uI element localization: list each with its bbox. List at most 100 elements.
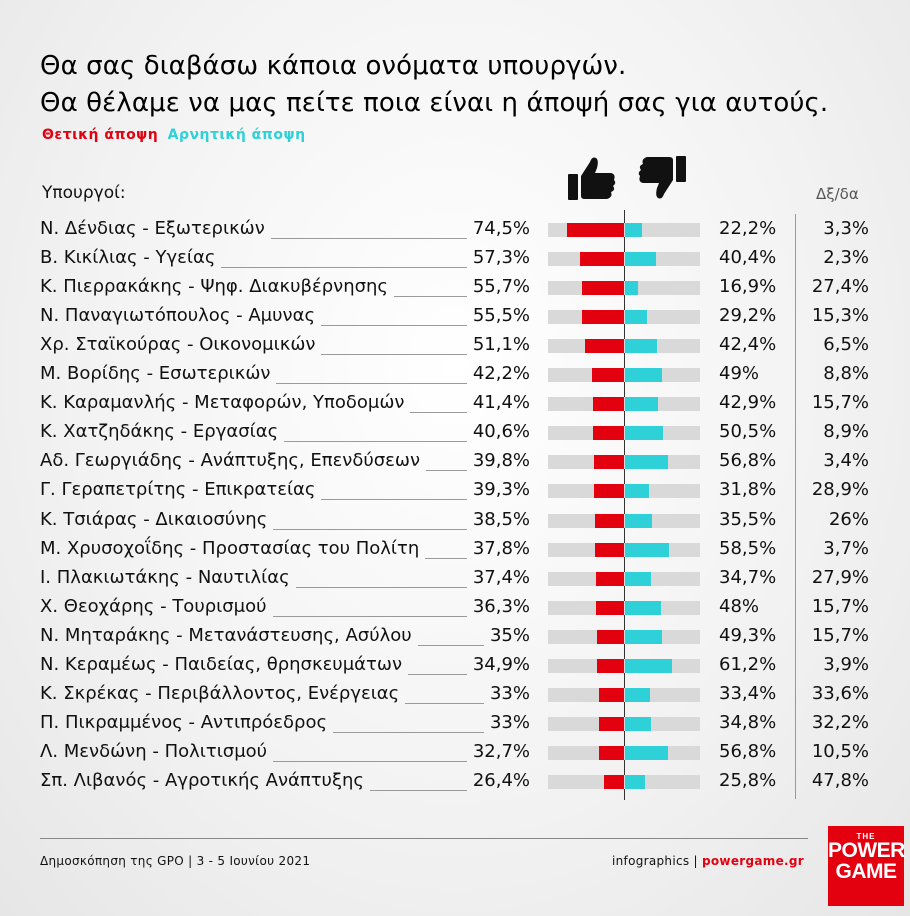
table-row: Λ. Μενδώνη - Πολιτισμού 32,7% 56,8% 10,5% — [0, 739, 910, 768]
negative-value-label: 56,8% — [719, 450, 777, 472]
negative-bar — [625, 774, 645, 789]
ministry-name: Ψηφ. Διακυβέρνησης — [200, 276, 389, 298]
ministry-name: Τουρισμού — [172, 595, 267, 617]
table-row: Β. Κικίλιας - Υγείας 57,3% 40,4% 2,3% — [0, 245, 910, 274]
name-separator: - — [184, 537, 203, 559]
negative-value-label: 34,7% — [719, 566, 777, 588]
bar-track — [548, 571, 700, 586]
negative-bar — [625, 426, 664, 441]
positive-value-label: 37,4% — [472, 566, 530, 588]
table-row: Ι. Πλακιωτάκης - Ναυτιλίας 37,4% 34,7% 27,9… — [0, 565, 910, 594]
positive-bar — [597, 629, 624, 644]
positive-bar — [603, 774, 624, 789]
name-separator: - — [137, 247, 156, 269]
dk-value-label: 27,9% — [811, 566, 869, 588]
negative-bar — [625, 542, 670, 557]
footer-credit: infographics | powergame.gr — [612, 854, 804, 868]
positive-bar — [581, 281, 624, 296]
leader-line — [425, 557, 467, 559]
minister-name: Σπ. Λιβανός — [40, 769, 148, 791]
positive-bar — [593, 455, 624, 470]
positive-value-label: 33% — [489, 711, 530, 733]
minister-name: Κ. Τσιάρας — [40, 508, 138, 530]
name-separator: - — [146, 740, 165, 762]
minister-label: Μ. Βορίδης - Εσωτερικών — [40, 363, 270, 384]
minister-name: Β. Κικίλιας — [40, 247, 138, 269]
bar-track — [548, 745, 700, 760]
minister-name: Ν. Κεραμέως — [40, 653, 157, 675]
leader-line — [320, 325, 467, 327]
table-row: Κ. Χατζηδάκης - Εργασίας 40,6% 50,5% 8,9% — [0, 419, 910, 448]
negative-value-label: 42,9% — [719, 392, 777, 414]
dk-value-label: 27,4% — [811, 276, 869, 298]
center-axis — [624, 210, 625, 800]
leader-line — [333, 731, 484, 733]
leader-line — [273, 528, 467, 530]
dk-value-label: 3,3% — [823, 218, 869, 239]
bar-track — [548, 774, 700, 789]
positive-value-label: 32,7% — [472, 740, 530, 762]
footer-site: powergame.gr — [702, 854, 804, 868]
ministry-name: Αγροτικής Ανάπτυξης — [165, 769, 364, 791]
ministry-name: Υγείας — [155, 247, 216, 269]
negative-value-label: 49,3% — [719, 624, 777, 646]
table-row: Γ. Γεραπετρίτης - Επικρατείας 39,3% 31,8% 2… — [0, 477, 910, 506]
minister-label: Ν. Παναγιωτόπουλος - Αμυνας — [40, 305, 315, 326]
ministry-name: Δικαιοσύνης — [155, 508, 268, 530]
negative-value-label: 16,9% — [719, 276, 777, 298]
ministry-name: Ναυτιλίας — [197, 566, 290, 588]
bar-track — [548, 629, 700, 644]
minister-name: Κ. Σκρέκας — [40, 682, 140, 704]
minister-label: Β. Κικίλιας - Υγείας — [40, 247, 215, 268]
leader-line — [410, 412, 467, 414]
dk-value-label: 6,5% — [823, 334, 869, 356]
negative-value-label: 48% — [719, 595, 760, 617]
negative-bar — [625, 687, 651, 702]
dk-value-label: 10,5% — [811, 740, 869, 762]
negative-value-label: 42,4% — [719, 334, 777, 356]
leader-line — [276, 383, 467, 385]
name-separator: - — [136, 218, 155, 239]
dk-value-label: 3,7% — [823, 537, 869, 559]
dk-value-label: 15,7% — [811, 595, 869, 617]
minister-name: Π. Πικραμμένος — [40, 711, 183, 733]
ministry-name: Περιβάλλοντος, Ενέργειας — [157, 682, 400, 704]
positive-bar — [598, 687, 624, 702]
table-row: Ν. Δένδιας - Εξωτερικών 74,5% 22,2% 3,3% — [0, 216, 910, 245]
logo-the: THE — [856, 832, 876, 841]
dk-value-label: 8,8% — [823, 363, 869, 385]
leader-line — [393, 296, 467, 298]
minister-name: Ν. Δένδιας — [40, 218, 137, 239]
minister-name: Ι. Πλακιωτάκης — [40, 566, 180, 588]
positive-value-label: 55,5% — [472, 305, 530, 327]
positive-bar — [599, 745, 624, 760]
table-row: Ν. Παναγιωτόπουλος - Αμυνας 55,5% 29,2% 15,… — [0, 303, 910, 332]
table-row: Ν. Κεραμέως - Παιδείας, θρησκευμάτων 34,9… — [0, 652, 910, 681]
positive-bar — [594, 484, 624, 499]
thumbs-down-icon — [638, 156, 686, 199]
positive-value-label: 42,2% — [472, 363, 530, 385]
positive-bar — [593, 426, 624, 441]
name-separator: - — [182, 450, 201, 472]
minister-name: Κ. Χατζηδάκης — [40, 421, 175, 443]
ministry-name: Πολιτισμού — [164, 740, 268, 762]
leader-line — [273, 760, 467, 762]
bar-track — [548, 484, 700, 499]
bar-track — [548, 339, 700, 354]
negative-bar — [625, 658, 672, 673]
table-row: Ν. Μηταράκης - Μετανάστευσης, Ασύλου 35% 4… — [0, 623, 910, 652]
dk-value-label: 3,9% — [823, 653, 869, 675]
name-separator: - — [182, 711, 201, 733]
footer-source: Δημοσκόπηση της GPO | 3 - 5 Ιουνίου 2021 — [40, 854, 311, 868]
minister-label: Κ. Τσιάρας - Δικαιοσύνης — [40, 509, 267, 530]
minister-name: Κ. Καραμανλής — [40, 392, 177, 414]
positive-bar — [581, 310, 624, 325]
positive-value-label: 35% — [489, 624, 530, 646]
table-row: Κ. Τσιάρας - Δικαιοσύνης 38,5% 35,5% 26% — [0, 507, 910, 536]
leader-line — [272, 615, 467, 617]
name-separator: - — [137, 508, 156, 530]
minister-name: Ν. Μηταράκης — [40, 624, 171, 646]
name-separator: - — [186, 479, 205, 501]
title-line-2: Θα θέλαμε να μας πείτε ποια είναι η άποψ… — [40, 88, 829, 118]
table-row: Κ. Σκρέκας - Περιβάλλοντος, Ενέργειας 33%… — [0, 681, 910, 710]
